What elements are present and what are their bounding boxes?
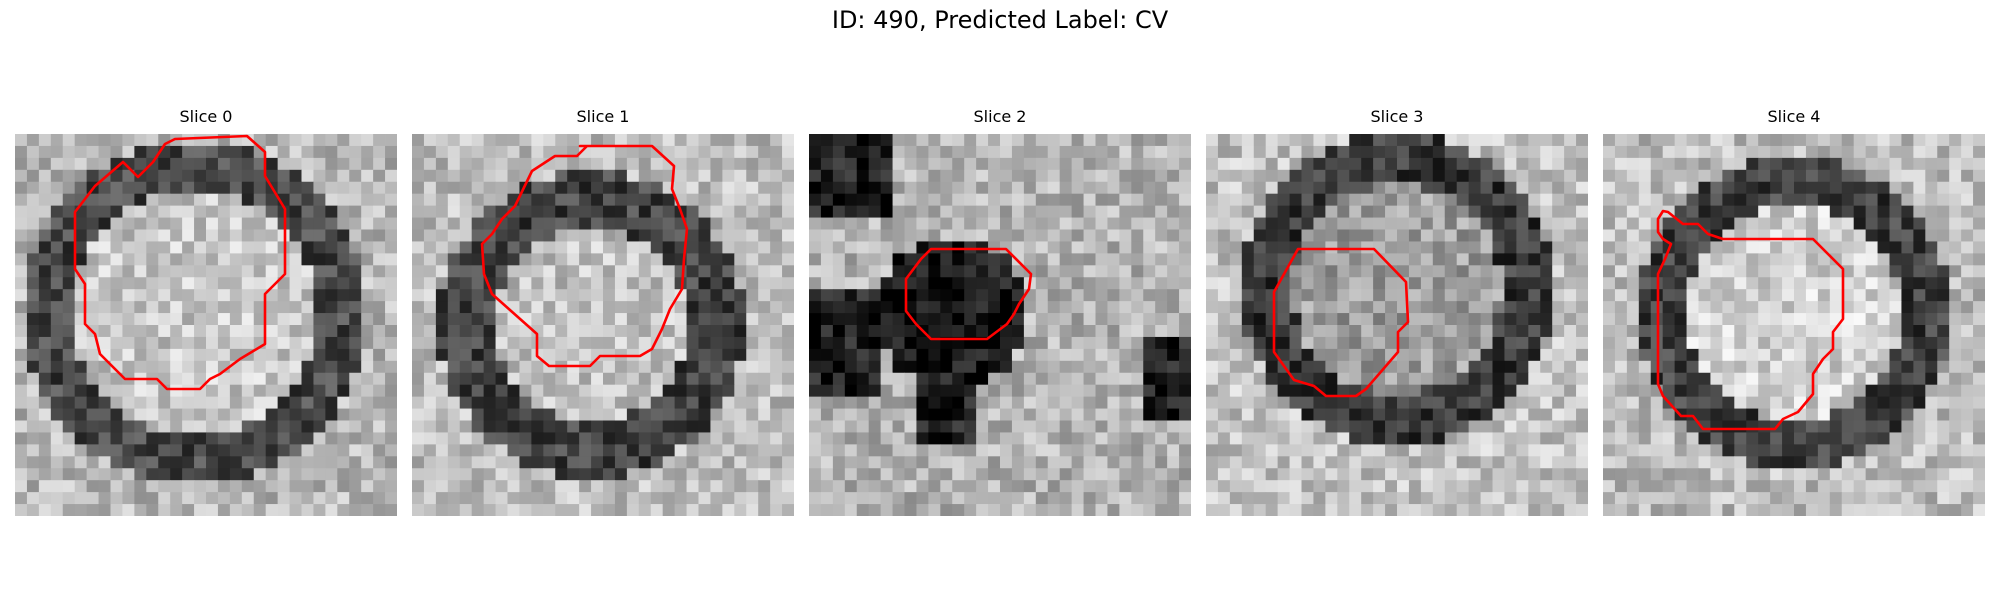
segmentation-contour: [1656, 209, 1845, 431]
segmentation-contour: [1272, 247, 1410, 398]
slice-image-0: [15, 134, 397, 516]
segmentation-contour: [904, 247, 1033, 341]
slice-image-4: [1603, 134, 1985, 516]
slice-image-2: [809, 134, 1191, 516]
slice-title-3: Slice 3: [1370, 107, 1424, 126]
slice-image-3: [1206, 134, 1588, 516]
segmentation-contour: [480, 144, 689, 368]
slice-title-2: Slice 2: [973, 107, 1027, 126]
segmentation-contour: [73, 134, 287, 391]
slice-title-0: Slice 0: [179, 107, 233, 126]
slice-title-4: Slice 4: [1767, 107, 1821, 126]
slice-title-1: Slice 1: [576, 107, 630, 126]
figure-title: ID: 490, Predicted Label: CV: [831, 6, 1169, 34]
slice-image-1: [412, 134, 794, 516]
